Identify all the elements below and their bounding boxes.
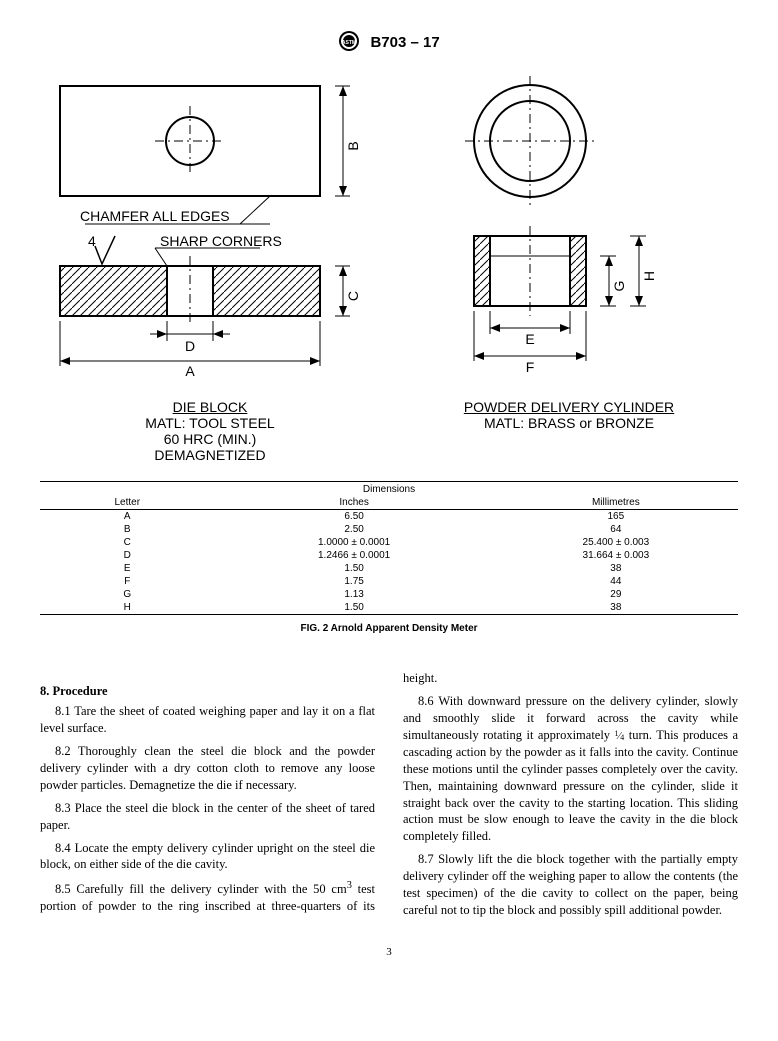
para-8-4: 8.4 Locate the empty delivery cylinder u… [40,840,375,874]
svg-text:G: G [611,281,627,292]
table-row: F1.7544 [40,575,738,588]
page-number: 3 [40,946,738,958]
para-8-2: 8.2 Thoroughly clean the steel die block… [40,743,375,794]
svg-text:C: C [345,291,361,301]
svg-text:A: A [185,363,195,376]
svg-text:4: 4 [88,233,96,249]
die-block-mat3: DEMAGNETIZED [40,447,380,463]
table-row: A6.50165 [40,510,738,524]
table-row: G1.1329 [40,588,738,601]
col-inches: Inches [215,496,494,510]
cylinder-diagram: E F G H POWDER DELIVERY CYLINDER M [400,76,738,463]
table-caption-top: Dimensions [40,482,738,497]
svg-text:H: H [641,271,657,281]
para-8-1: 8.1 Tare the sheet of coated weighing pa… [40,703,375,737]
body-text: 8. Procedure 8.1 Tare the sheet of coate… [40,670,738,920]
table-row: D1.2466 ± 0.000131.664 ± 0.003 [40,549,738,562]
table-row: H1.5038 [40,601,738,615]
col-letter: Letter [40,496,215,510]
astm-logo: ASTM [338,30,360,56]
cylinder-labels: POWDER DELIVERY CYLINDER MATL: BRASS or … [400,399,738,463]
para-8-6: 8.6 With downward pressure on the delive… [403,693,738,845]
table-row: B2.5064 [40,523,738,536]
col-mm: Millimetres [494,496,738,510]
cylinder-title: POWDER DELIVERY CYLINDER [400,399,738,415]
figure-diagrams: B CHAMFER ALL EDGES 4 SHARP CORNERS [40,76,738,463]
cylinder-mat1: MATL: BRASS or BRONZE [400,415,738,431]
svg-text:B: B [345,141,361,150]
svg-text:ASTM: ASTM [342,40,356,46]
svg-text:CHAMFER ALL EDGES: CHAMFER ALL EDGES [80,208,230,224]
page-header: ASTM B703 – 17 [40,30,738,56]
para-8-7: 8.7 Slowly lift the die block together w… [403,851,738,919]
table-row: C1.0000 ± 0.000125.400 ± 0.003 [40,536,738,549]
dimensions-table: Dimensions Letter Inches Millimetres A6.… [40,481,738,615]
svg-text:F: F [526,359,535,375]
figure-caption: FIG. 2 Arnold Apparent Density Meter [40,623,738,634]
para-8-3: 8.3 Place the steel die block in the cen… [40,800,375,834]
section-heading: 8. Procedure [40,683,375,700]
die-block-mat2: 60 HRC (MIN.) [40,431,380,447]
svg-text:D: D [185,338,195,354]
designation-text: B703 – 17 [370,34,439,51]
die-block-mat1: MATL: TOOL STEEL [40,415,380,431]
table-row: E1.5038 [40,562,738,575]
svg-text:E: E [525,331,534,347]
svg-text:SHARP CORNERS: SHARP CORNERS [160,233,282,249]
die-block-labels: DIE BLOCK MATL: TOOL STEEL 60 HRC (MIN.)… [40,399,380,463]
die-block-title: DIE BLOCK [40,399,380,415]
die-block-diagram: B CHAMFER ALL EDGES 4 SHARP CORNERS [40,76,380,463]
